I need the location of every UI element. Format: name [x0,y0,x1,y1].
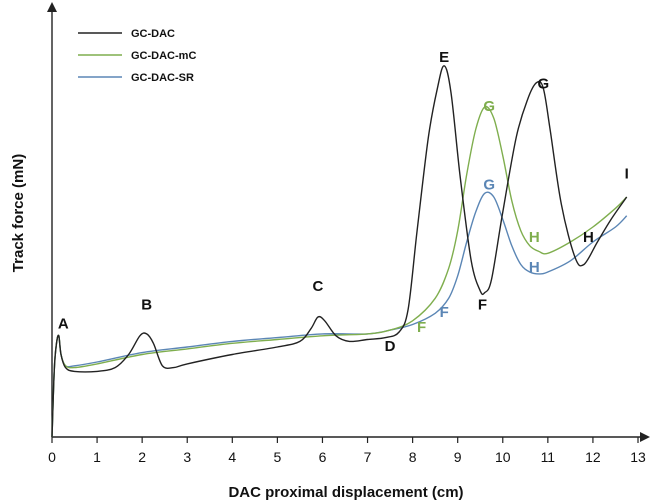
legend-label-gc-dac-mc: GC-DAC-mC [131,50,196,62]
annotation-e-gc-dac: E [439,49,449,66]
annotation-d-gc-dac: D [385,338,396,355]
series-line-gc-dac [51,65,628,438]
annotation-f-gc-dac: F [478,297,487,314]
y-axis-label: Track force (mN) [10,154,27,272]
legend-label-gc-dac: GC-DAC [131,28,175,40]
x-axis-label: DAC proximal displacement (cm) [228,484,463,501]
x-tick-label-2: 2 [138,449,146,465]
x-tick-label-12: 12 [585,449,601,465]
x-tick-label-10: 10 [495,449,511,465]
annotation-g-gc-dac: G [538,75,550,92]
x-tick-label-0: 0 [48,449,56,465]
annotation-c-gc-dac: C [313,278,324,295]
annotation-i-gc-dac: I [625,165,629,182]
peak-annotations: A B C D E F G H I F G H F G H [58,49,629,355]
annotation-f-gc-dac-sr: F [440,304,449,321]
x-ticks: 0 1 2 3 4 5 6 7 8 9 10 11 12 13 [48,437,646,465]
annotation-g-gc-dac-mc: G [483,98,495,115]
legend-label-gc-dac-sr: GC-DAC-SR [131,72,194,84]
annotation-h-gc-dac-mc: H [529,229,540,246]
annotation-a-gc-dac: A [58,315,69,332]
annotation-f-gc-dac-mc: F [417,319,426,336]
series-line-gc-dac-mc [51,105,628,438]
x-tick-label-3: 3 [183,449,191,465]
x-tick-label-7: 7 [364,449,372,465]
legend: GC-DAC GC-DAC-mC GC-DAC-SR [78,28,196,84]
x-tick-label-11: 11 [541,449,556,465]
x-tick-label-9: 9 [454,449,462,465]
x-tick-label-6: 6 [319,449,327,465]
series-lines [51,65,628,438]
x-axis-arrow-icon [640,432,650,442]
annotation-b-gc-dac: B [141,297,152,314]
annotation-h-gc-dac-sr: H [529,259,540,276]
annotation-g-gc-dac-sr: G [483,177,495,194]
y-axis-arrow-icon [47,2,57,12]
x-tick-label-8: 8 [409,449,417,465]
annotation-h-gc-dac: H [583,229,594,246]
x-tick-label-4: 4 [228,449,236,465]
series-line-gc-dac-sr [51,191,628,438]
axes [47,2,650,442]
x-tick-label-13: 13 [630,449,646,465]
x-tick-label-1: 1 [93,449,101,465]
x-tick-label-5: 5 [273,449,281,465]
